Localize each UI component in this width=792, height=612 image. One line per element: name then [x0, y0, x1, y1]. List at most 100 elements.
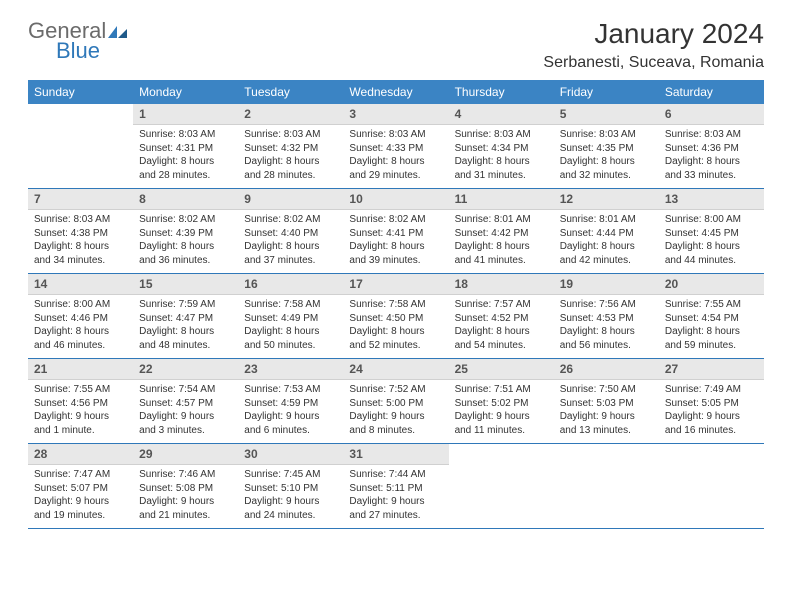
day-13: 13Sunrise: 8:00 AMSunset: 4:45 PMDayligh…	[659, 189, 764, 273]
daylight-text: Daylight: 8 hours and 28 minutes.	[244, 155, 337, 182]
weekday-monday: Monday	[133, 80, 238, 104]
day-details: Sunrise: 8:03 AMSunset: 4:32 PMDaylight:…	[238, 125, 343, 188]
day-number: 24	[343, 359, 448, 380]
sunset-text: Sunset: 4:52 PM	[455, 312, 548, 326]
day-details: Sunrise: 8:02 AMSunset: 4:40 PMDaylight:…	[238, 210, 343, 273]
sunrise-text: Sunrise: 7:50 AM	[560, 383, 653, 397]
day-number: 18	[449, 274, 554, 295]
sunrise-text: Sunrise: 7:56 AM	[560, 298, 653, 312]
day-28: 28Sunrise: 7:47 AMSunset: 5:07 PMDayligh…	[28, 444, 133, 528]
daylight-text: Daylight: 9 hours and 21 minutes.	[139, 495, 232, 522]
sunset-text: Sunset: 4:45 PM	[665, 227, 758, 241]
day-number: 16	[238, 274, 343, 295]
calendar-body: 1Sunrise: 8:03 AMSunset: 4:31 PMDaylight…	[28, 104, 764, 529]
sunset-text: Sunset: 4:38 PM	[34, 227, 127, 241]
day-16: 16Sunrise: 7:58 AMSunset: 4:49 PMDayligh…	[238, 274, 343, 358]
empty-day	[449, 444, 554, 528]
weekday-tuesday: Tuesday	[238, 80, 343, 104]
daylight-text: Daylight: 8 hours and 41 minutes.	[455, 240, 548, 267]
day-number: 4	[449, 104, 554, 125]
day-number: 22	[133, 359, 238, 380]
daylight-text: Daylight: 8 hours and 31 minutes.	[455, 155, 548, 182]
sunset-text: Sunset: 4:40 PM	[244, 227, 337, 241]
day-details: Sunrise: 7:55 AMSunset: 4:54 PMDaylight:…	[659, 295, 764, 358]
day-details: Sunrise: 7:50 AMSunset: 5:03 PMDaylight:…	[554, 380, 659, 443]
sunrise-text: Sunrise: 8:03 AM	[34, 213, 127, 227]
day-details: Sunrise: 8:00 AMSunset: 4:46 PMDaylight:…	[28, 295, 133, 358]
day-2: 2Sunrise: 8:03 AMSunset: 4:32 PMDaylight…	[238, 104, 343, 188]
sunset-text: Sunset: 5:00 PM	[349, 397, 442, 411]
day-19: 19Sunrise: 7:56 AMSunset: 4:53 PMDayligh…	[554, 274, 659, 358]
day-17: 17Sunrise: 7:58 AMSunset: 4:50 PMDayligh…	[343, 274, 448, 358]
day-number: 14	[28, 274, 133, 295]
daylight-text: Daylight: 8 hours and 34 minutes.	[34, 240, 127, 267]
weekday-header-row: SundayMondayTuesdayWednesdayThursdayFrid…	[28, 80, 764, 104]
day-number: 2	[238, 104, 343, 125]
sunset-text: Sunset: 5:10 PM	[244, 482, 337, 496]
daylight-text: Daylight: 8 hours and 29 minutes.	[349, 155, 442, 182]
day-number: 9	[238, 189, 343, 210]
day-details: Sunrise: 8:02 AMSunset: 4:39 PMDaylight:…	[133, 210, 238, 273]
sunrise-text: Sunrise: 7:54 AM	[139, 383, 232, 397]
sunrise-text: Sunrise: 7:58 AM	[244, 298, 337, 312]
day-number: 29	[133, 444, 238, 465]
day-details: Sunrise: 8:03 AMSunset: 4:34 PMDaylight:…	[449, 125, 554, 188]
day-3: 3Sunrise: 8:03 AMSunset: 4:33 PMDaylight…	[343, 104, 448, 188]
day-number: 6	[659, 104, 764, 125]
empty-day	[554, 444, 659, 528]
header: GeneralBlue January 2024 Serbanesti, Suc…	[0, 0, 792, 80]
sunset-text: Sunset: 5:05 PM	[665, 397, 758, 411]
day-29: 29Sunrise: 7:46 AMSunset: 5:08 PMDayligh…	[133, 444, 238, 528]
sunset-text: Sunset: 5:08 PM	[139, 482, 232, 496]
day-number: 5	[554, 104, 659, 125]
day-details: Sunrise: 8:01 AMSunset: 4:44 PMDaylight:…	[554, 210, 659, 273]
day-details: Sunrise: 8:01 AMSunset: 4:42 PMDaylight:…	[449, 210, 554, 273]
day-details: Sunrise: 8:03 AMSunset: 4:35 PMDaylight:…	[554, 125, 659, 188]
day-details: Sunrise: 8:03 AMSunset: 4:31 PMDaylight:…	[133, 125, 238, 188]
sunrise-text: Sunrise: 8:03 AM	[455, 128, 548, 142]
weekday-friday: Friday	[554, 80, 659, 104]
empty-day	[659, 444, 764, 528]
day-details: Sunrise: 7:58 AMSunset: 4:50 PMDaylight:…	[343, 295, 448, 358]
day-number: 26	[554, 359, 659, 380]
daylight-text: Daylight: 9 hours and 3 minutes.	[139, 410, 232, 437]
sunrise-text: Sunrise: 8:00 AM	[34, 298, 127, 312]
daylight-text: Daylight: 8 hours and 37 minutes.	[244, 240, 337, 267]
sunset-text: Sunset: 4:35 PM	[560, 142, 653, 156]
sunrise-text: Sunrise: 8:01 AM	[560, 213, 653, 227]
day-number: 21	[28, 359, 133, 380]
day-number	[449, 444, 554, 464]
day-1: 1Sunrise: 8:03 AMSunset: 4:31 PMDaylight…	[133, 104, 238, 188]
sunset-text: Sunset: 4:44 PM	[560, 227, 653, 241]
daylight-text: Daylight: 9 hours and 13 minutes.	[560, 410, 653, 437]
calendar: SundayMondayTuesdayWednesdayThursdayFrid…	[0, 80, 792, 529]
day-10: 10Sunrise: 8:02 AMSunset: 4:41 PMDayligh…	[343, 189, 448, 273]
daylight-text: Daylight: 8 hours and 28 minutes.	[139, 155, 232, 182]
daylight-text: Daylight: 8 hours and 39 minutes.	[349, 240, 442, 267]
daylight-text: Daylight: 9 hours and 1 minute.	[34, 410, 127, 437]
weekday-thursday: Thursday	[449, 80, 554, 104]
day-number: 8	[133, 189, 238, 210]
weekday-wednesday: Wednesday	[343, 80, 448, 104]
daylight-text: Daylight: 9 hours and 6 minutes.	[244, 410, 337, 437]
sunrise-text: Sunrise: 7:53 AM	[244, 383, 337, 397]
sunrise-text: Sunrise: 8:00 AM	[665, 213, 758, 227]
day-details: Sunrise: 8:00 AMSunset: 4:45 PMDaylight:…	[659, 210, 764, 273]
day-details: Sunrise: 7:59 AMSunset: 4:47 PMDaylight:…	[133, 295, 238, 358]
sunrise-text: Sunrise: 8:01 AM	[455, 213, 548, 227]
location: Serbanesti, Suceava, Romania	[543, 54, 764, 72]
sunrise-text: Sunrise: 8:02 AM	[139, 213, 232, 227]
daylight-text: Daylight: 8 hours and 54 minutes.	[455, 325, 548, 352]
daylight-text: Daylight: 9 hours and 8 minutes.	[349, 410, 442, 437]
day-details: Sunrise: 7:46 AMSunset: 5:08 PMDaylight:…	[133, 465, 238, 528]
day-details: Sunrise: 7:54 AMSunset: 4:57 PMDaylight:…	[133, 380, 238, 443]
day-number: 3	[343, 104, 448, 125]
sunrise-text: Sunrise: 7:47 AM	[34, 468, 127, 482]
day-20: 20Sunrise: 7:55 AMSunset: 4:54 PMDayligh…	[659, 274, 764, 358]
sunset-text: Sunset: 4:46 PM	[34, 312, 127, 326]
day-number: 27	[659, 359, 764, 380]
sunrise-text: Sunrise: 8:03 AM	[560, 128, 653, 142]
sunrise-text: Sunrise: 7:49 AM	[665, 383, 758, 397]
day-15: 15Sunrise: 7:59 AMSunset: 4:47 PMDayligh…	[133, 274, 238, 358]
sunset-text: Sunset: 4:53 PM	[560, 312, 653, 326]
